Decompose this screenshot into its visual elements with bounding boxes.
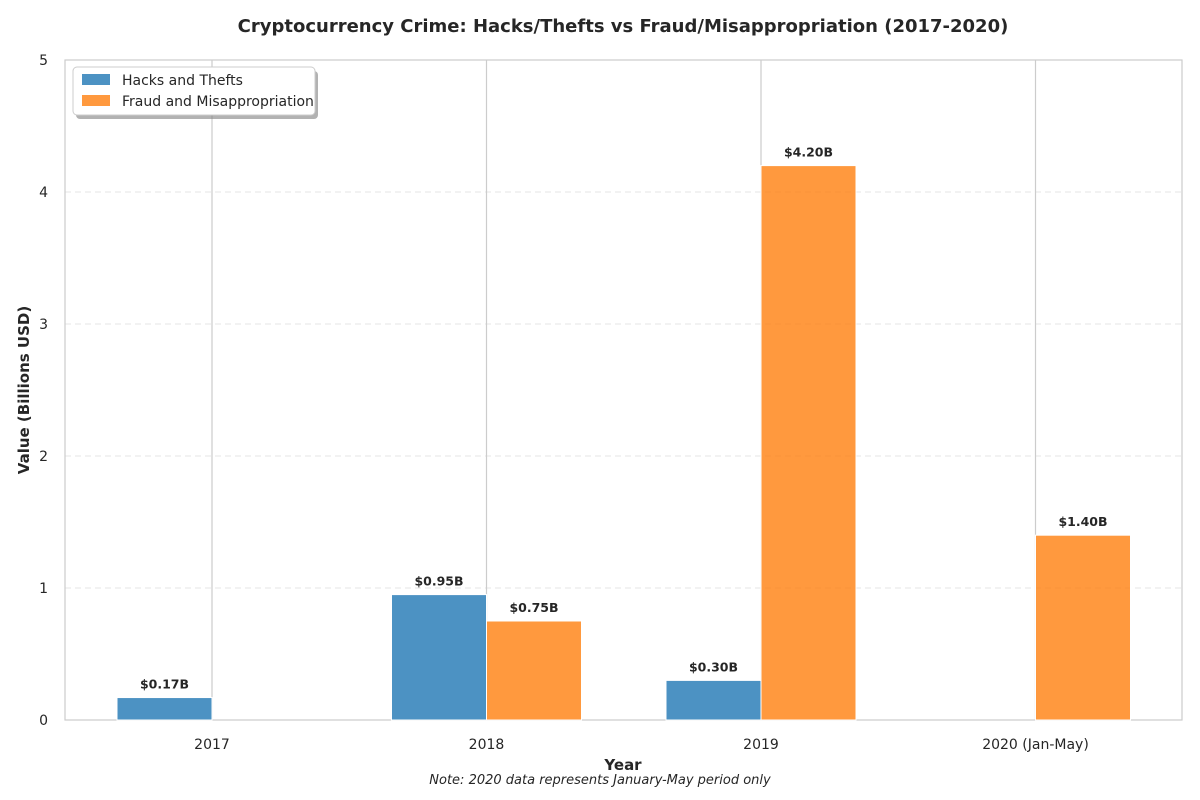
y-tick-label-2: 2: [39, 449, 48, 465]
chart-title: Cryptocurrency Crime: Hacks/Thefts vs Fr…: [238, 16, 1009, 37]
bar-series1-2: [760, 165, 857, 721]
bar-series0-0: [116, 697, 213, 721]
legend-swatch-fraud: [82, 95, 110, 106]
data-label-series1-1: $0.75B: [509, 600, 558, 615]
legend-label-hacks: Hacks and Thefts: [122, 73, 243, 89]
bar-series0-1: [391, 594, 487, 721]
x-tick-label-1: 2018: [469, 737, 505, 753]
legend-swatch-hacks: [82, 74, 110, 85]
plot-frame: [64, 59, 1183, 721]
bar-series1-1: [486, 620, 582, 721]
x-tick-label-3: 2020 (Jan-May): [982, 737, 1089, 753]
data-label-series0-0: $0.17B: [140, 677, 189, 692]
tick-labels: 0 1 2 3 4 5 2017 2018 2019 2020 (Jan-May): [39, 53, 1089, 753]
bars: [116, 165, 1131, 721]
grid: [65, 59, 1182, 720]
y-tick-label-1: 1: [39, 581, 48, 597]
legend: Hacks and Thefts Fraud and Misappropriat…: [72, 66, 318, 119]
y-tick-label-0: 0: [39, 713, 48, 729]
data-label-series0-2: $0.30B: [689, 659, 738, 674]
x-tick-label-2: 2019: [743, 737, 779, 753]
bar-series0-2: [665, 679, 762, 721]
y-tick-label-5: 5: [39, 53, 48, 69]
footnote: Note: 2020 data represents January-May p…: [429, 773, 771, 788]
bar-series1-3: [1035, 534, 1131, 721]
legend-label-fraud: Fraud and Misappropriation: [122, 94, 314, 110]
x-axis-label: Year: [603, 756, 642, 774]
data-labels: $0.17B $0.95B $0.30B $0.75B $4.20B $1.40B: [140, 145, 1108, 692]
data-label-series1-3: $1.40B: [1058, 514, 1107, 529]
y-tick-label-3: 3: [39, 317, 48, 333]
legend-box: [72, 66, 316, 116]
x-tick-label-0: 2017: [194, 737, 230, 753]
data-label-series1-2: $4.20B: [784, 145, 833, 160]
y-axis-label: Value (Billions USD): [15, 306, 33, 474]
data-label-series0-1: $0.95B: [414, 574, 463, 589]
y-tick-label-4: 4: [39, 185, 48, 201]
